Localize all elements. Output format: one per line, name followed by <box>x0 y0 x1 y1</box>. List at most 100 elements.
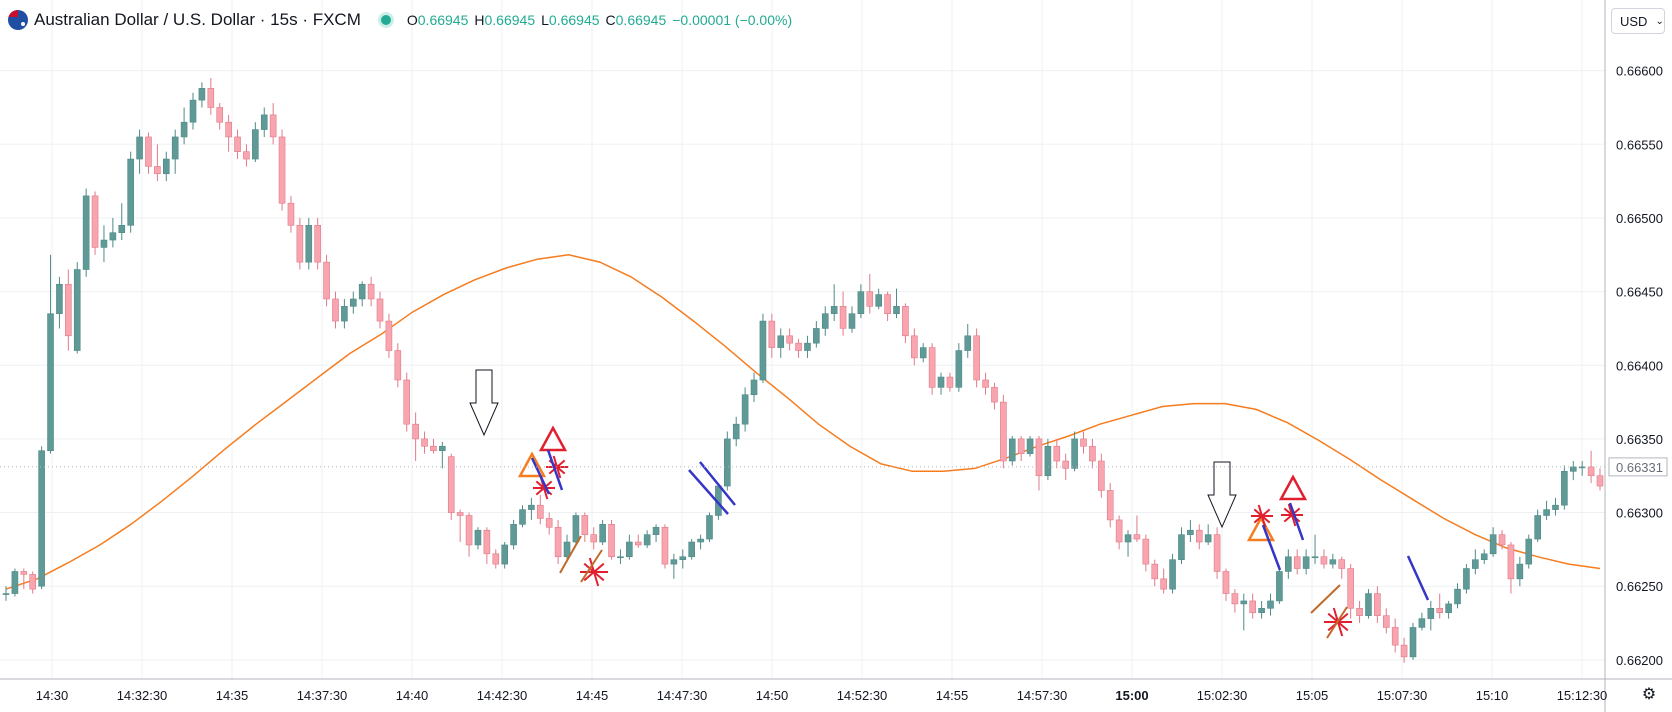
candle <box>510 519 517 550</box>
candle <box>456 509 464 543</box>
candle <box>465 512 473 557</box>
candle-body <box>287 202 295 226</box>
candle <box>786 328 793 351</box>
candle-body <box>1578 466 1586 469</box>
candle <box>287 195 295 233</box>
candle-body <box>47 313 54 451</box>
candle-body <box>1142 538 1150 565</box>
candle-body <box>937 376 945 388</box>
candle-body <box>1472 559 1479 569</box>
price-tick-label: 0.66600 <box>1616 64 1663 79</box>
candle <box>670 553 678 579</box>
price-tick-label: 0.66500 <box>1616 211 1663 226</box>
candle <box>474 527 482 550</box>
candle-body <box>154 166 161 175</box>
candle <box>1293 549 1301 575</box>
candle <box>1418 612 1426 631</box>
candle <box>626 534 633 560</box>
candle-body <box>1382 615 1390 628</box>
candle <box>1133 515 1141 543</box>
candle <box>412 412 419 461</box>
star-marker <box>1281 503 1303 527</box>
candle-body <box>412 423 419 440</box>
current-price-label: 0.66331 <box>1616 460 1663 475</box>
candle-body <box>679 556 687 560</box>
candle-body <box>314 225 321 263</box>
candle <box>1187 519 1194 543</box>
candle <box>1222 568 1230 601</box>
candle-body <box>777 335 785 348</box>
candle <box>537 494 544 525</box>
candle-body <box>982 379 989 388</box>
candle <box>697 534 704 550</box>
candle-body <box>252 129 259 160</box>
candle <box>1178 527 1185 565</box>
star-stroke <box>1287 503 1297 527</box>
currency-select[interactable]: USD ⌄ <box>1611 8 1665 34</box>
candle-body <box>1053 445 1061 462</box>
candle-body <box>1454 588 1461 605</box>
price-tick-label: 0.66250 <box>1616 579 1663 594</box>
symbol-title[interactable]: Australian Dollar / U.S. Dollar · 15s · … <box>34 10 361 29</box>
time-tick-label: 14:37:30 <box>297 688 348 703</box>
candle <box>171 129 179 174</box>
candle-body <box>1062 460 1069 469</box>
candle <box>554 519 562 565</box>
candle <box>65 269 72 351</box>
candle-body <box>1017 438 1025 454</box>
candle-body <box>750 379 758 396</box>
candle <box>1276 568 1283 604</box>
time-tick-label: 14:42:30 <box>477 688 528 703</box>
arrow-shape <box>469 369 499 437</box>
candle <box>1044 438 1052 481</box>
time-tick-label: 14:32:30 <box>117 688 168 703</box>
candle-body <box>189 99 197 123</box>
candle-body <box>1213 534 1221 572</box>
candle-body <box>1276 571 1283 602</box>
candle <box>1543 500 1550 520</box>
candle-body <box>367 283 375 300</box>
candle-body <box>706 515 713 540</box>
candle <box>937 372 945 395</box>
price-tick-label: 0.66400 <box>1616 358 1663 373</box>
candle-body <box>1285 556 1292 572</box>
candle <box>1498 530 1506 550</box>
candle-body <box>1463 568 1470 590</box>
candle <box>447 453 455 520</box>
candle <box>492 549 500 569</box>
candle <box>439 441 446 469</box>
candle-body <box>207 88 215 108</box>
candle-body <box>1169 559 1176 590</box>
candle-body <box>563 541 571 558</box>
candle <box>323 254 330 307</box>
moving-average <box>5 254 1601 590</box>
time-tick-label: 14:47:30 <box>657 688 708 703</box>
candle-body <box>20 571 28 575</box>
candle <box>341 298 348 329</box>
candle-body <box>1534 515 1541 540</box>
candle <box>839 291 847 336</box>
candle <box>973 328 980 388</box>
candle-body <box>1596 475 1604 487</box>
candle <box>1347 564 1354 619</box>
star-marker <box>580 557 608 587</box>
candle <box>109 217 117 248</box>
triangle-marker <box>517 451 547 478</box>
settings-icon[interactable]: ⚙ <box>1641 686 1657 703</box>
candle-body <box>964 335 972 351</box>
candle-body <box>1231 593 1239 605</box>
candle-body <box>661 526 669 565</box>
candle-body <box>991 387 998 403</box>
candle-body <box>821 313 829 329</box>
candle-body <box>465 515 473 546</box>
candle <box>652 524 660 543</box>
candle-body <box>688 541 695 558</box>
candle <box>528 497 535 520</box>
candle-body <box>1080 438 1087 447</box>
candle <box>1507 542 1515 594</box>
candle-body <box>928 347 936 388</box>
candle <box>332 291 339 329</box>
candle <box>483 527 491 565</box>
candle-body <box>884 294 891 315</box>
